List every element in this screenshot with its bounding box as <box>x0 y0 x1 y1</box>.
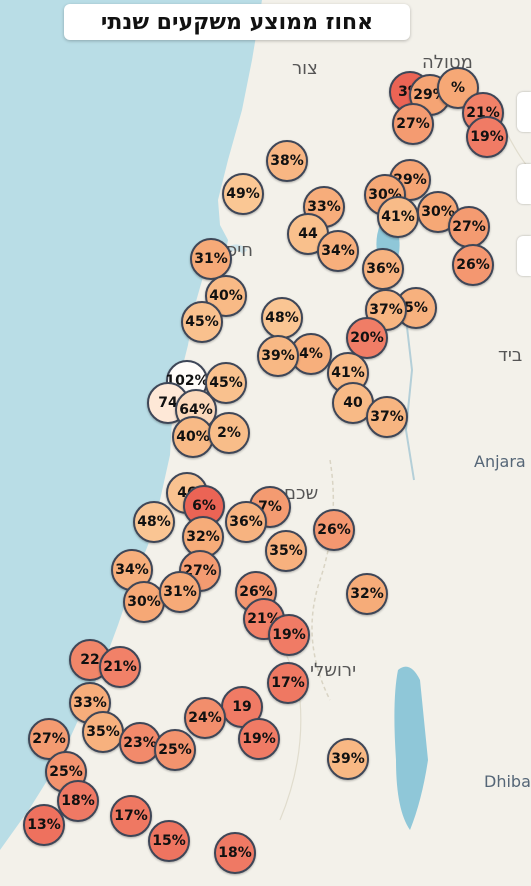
station-marker[interactable]: 27% <box>448 206 490 248</box>
station-marker[interactable]: 36% <box>225 501 267 543</box>
station-marker[interactable]: 15% <box>148 820 190 862</box>
station-marker[interactable]: 35% <box>265 530 307 572</box>
station-marker[interactable]: 64% <box>175 389 217 431</box>
station-marker[interactable]: 31% <box>159 571 201 613</box>
station-marker[interactable]: 38% <box>266 140 308 182</box>
station-marker[interactable]: 30% <box>123 581 165 623</box>
station-marker[interactable]: 45% <box>181 301 223 343</box>
place-label-nablus: שכם <box>284 483 319 504</box>
station-marker[interactable]: 44 <box>287 213 329 255</box>
map-side-control[interactable] <box>517 236 531 276</box>
station-marker[interactable]: 18% <box>214 832 256 874</box>
station-marker[interactable]: 35% <box>82 711 124 753</box>
station-marker[interactable]: 26% <box>452 244 494 286</box>
station-marker[interactable]: 24% <box>184 697 226 739</box>
place-label-irbid: ביד <box>498 345 523 366</box>
station-marker[interactable]: 37% <box>366 396 408 438</box>
jordan-river <box>404 309 415 481</box>
station-marker[interactable]: 19% <box>268 614 310 656</box>
station-marker[interactable]: 32% <box>182 516 224 558</box>
place-label-haifa: חיפ <box>226 240 254 261</box>
station-marker[interactable]: 39% <box>257 335 299 377</box>
map-title: אחוז ממוצע משקעים שנתי <box>64 4 410 40</box>
station-marker[interactable]: 13% <box>23 804 65 846</box>
station-marker[interactable]: 48% <box>261 297 303 339</box>
station-marker[interactable]: 23% <box>119 722 161 764</box>
map-side-control[interactable] <box>517 92 531 132</box>
place-label-jerusalem: ירושלי <box>310 660 357 681</box>
station-marker[interactable]: 31% <box>190 238 232 280</box>
station-marker[interactable]: 39% <box>327 738 369 780</box>
place-label-tyre: צור <box>292 58 318 79</box>
station-marker[interactable]: 19% <box>238 718 280 760</box>
map-side-control[interactable] <box>517 164 531 204</box>
station-marker[interactable]: 36% <box>362 248 404 290</box>
station-marker[interactable]: 34% <box>317 230 359 272</box>
station-marker[interactable]: 40 <box>332 382 374 424</box>
place-label-anjara: Anjara <box>474 452 526 471</box>
station-marker[interactable]: 26% <box>313 509 355 551</box>
station-marker[interactable]: 19% <box>466 116 508 158</box>
place-label-dhiban: Dhiba <box>484 772 531 791</box>
station-marker[interactable]: 32% <box>346 573 388 615</box>
station-marker[interactable]: 48% <box>133 501 175 543</box>
station-marker[interactable]: 21% <box>99 646 141 688</box>
station-marker[interactable]: 18% <box>57 780 99 822</box>
dead-sea <box>394 666 428 830</box>
station-marker[interactable]: 41% <box>377 196 419 238</box>
station-marker[interactable]: 17% <box>267 662 309 704</box>
station-marker[interactable]: 27% <box>392 103 434 145</box>
station-marker[interactable]: 2% <box>208 412 250 454</box>
station-marker[interactable]: 17% <box>110 795 152 837</box>
station-marker[interactable]: 25% <box>154 729 196 771</box>
station-marker[interactable]: 49% <box>222 173 264 215</box>
